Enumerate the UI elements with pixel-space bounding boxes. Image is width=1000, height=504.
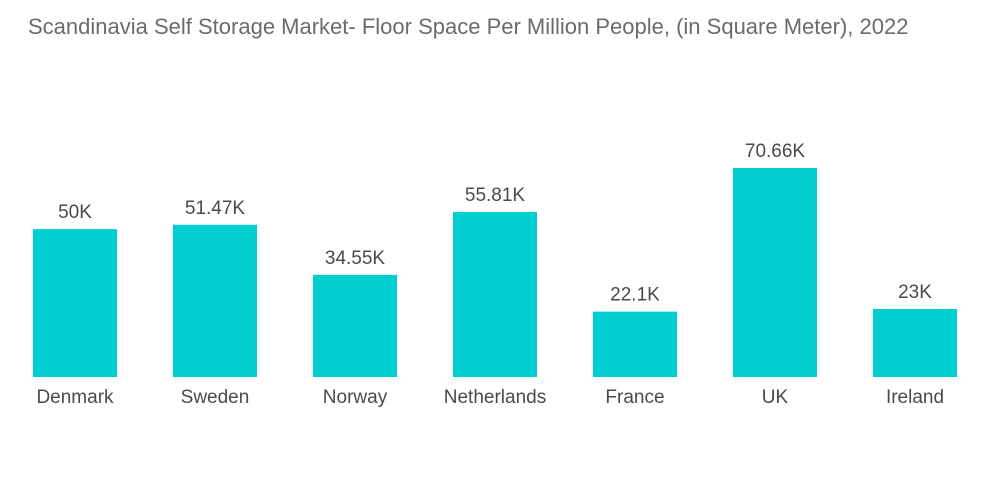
bar-uk	[733, 168, 817, 377]
x-tick-label-sweden: Sweden	[181, 387, 250, 408]
data-label-france: 22.1K	[610, 285, 660, 306]
bar-denmark	[33, 229, 117, 377]
x-tick-label-netherlands: Netherlands	[444, 387, 546, 408]
x-tick-label-france: France	[605, 387, 664, 408]
data-label-denmark: 50K	[58, 202, 92, 223]
data-label-ireland: 23K	[898, 282, 932, 303]
bar-norway	[313, 274, 397, 377]
data-label-uk: 70.66K	[745, 141, 806, 162]
bar-sweden	[173, 224, 257, 377]
bar-netherlands	[453, 211, 537, 377]
data-label-norway: 34.55K	[325, 248, 386, 269]
x-tick-label-ireland: Ireland	[886, 387, 944, 408]
data-label-sweden: 51.47K	[185, 198, 246, 219]
x-tick-label-denmark: Denmark	[36, 387, 114, 408]
data-label-netherlands: 55.81K	[465, 185, 526, 206]
chart-title: Scandinavia Self Storage Market- Floor S…	[28, 14, 909, 39]
bar-ireland	[873, 308, 957, 377]
x-tick-label-uk: UK	[762, 387, 789, 408]
x-tick-label-norway: Norway	[323, 387, 388, 408]
bar-france	[593, 311, 677, 377]
